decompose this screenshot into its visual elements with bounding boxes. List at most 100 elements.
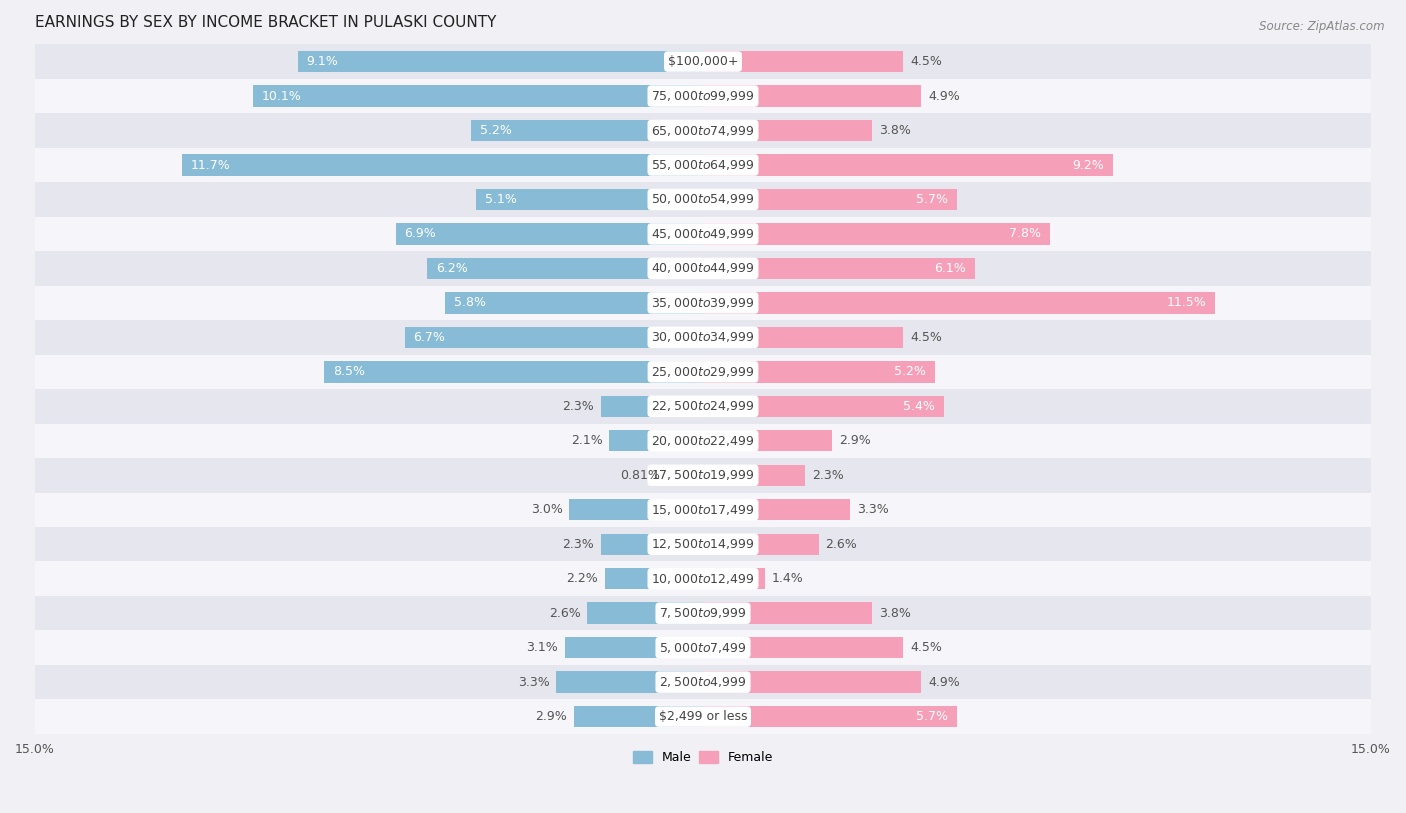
- Bar: [298, 51, 703, 72]
- Text: 8.5%: 8.5%: [333, 365, 366, 378]
- Bar: [405, 327, 703, 348]
- Text: $100,000+: $100,000+: [668, 55, 738, 68]
- Text: Source: ZipAtlas.com: Source: ZipAtlas.com: [1260, 20, 1385, 33]
- Text: 3.3%: 3.3%: [517, 676, 550, 689]
- Bar: [703, 51, 904, 72]
- Text: $40,000 to $44,999: $40,000 to $44,999: [651, 262, 755, 276]
- Bar: [703, 224, 1050, 245]
- Bar: [703, 499, 851, 520]
- Bar: [574, 706, 703, 728]
- Bar: [35, 113, 1371, 148]
- Bar: [703, 258, 974, 279]
- Text: 5.1%: 5.1%: [485, 193, 516, 206]
- Text: 5.8%: 5.8%: [454, 297, 485, 310]
- Text: $2,500 to $4,999: $2,500 to $4,999: [659, 675, 747, 689]
- Bar: [35, 285, 1371, 320]
- Bar: [703, 533, 818, 555]
- Text: 5.2%: 5.2%: [481, 124, 512, 137]
- Text: $65,000 to $74,999: $65,000 to $74,999: [651, 124, 755, 137]
- Text: 5.2%: 5.2%: [894, 365, 925, 378]
- Bar: [703, 637, 904, 659]
- Text: 1.4%: 1.4%: [772, 572, 804, 585]
- Bar: [609, 430, 703, 451]
- Text: 10.1%: 10.1%: [262, 89, 302, 102]
- Text: $15,000 to $17,499: $15,000 to $17,499: [651, 502, 755, 517]
- Bar: [35, 389, 1371, 424]
- Text: 4.5%: 4.5%: [910, 641, 942, 654]
- Bar: [35, 493, 1371, 527]
- Bar: [703, 189, 957, 211]
- Bar: [703, 327, 904, 348]
- Bar: [35, 562, 1371, 596]
- Text: 2.6%: 2.6%: [825, 537, 858, 550]
- Bar: [35, 630, 1371, 665]
- Text: 9.2%: 9.2%: [1073, 159, 1104, 172]
- Bar: [703, 706, 957, 728]
- Bar: [35, 251, 1371, 285]
- Text: $5,000 to $7,499: $5,000 to $7,499: [659, 641, 747, 654]
- Bar: [35, 79, 1371, 113]
- Bar: [181, 154, 703, 176]
- Text: 11.7%: 11.7%: [191, 159, 231, 172]
- Text: 3.0%: 3.0%: [531, 503, 562, 516]
- Bar: [703, 361, 935, 383]
- Bar: [253, 85, 703, 107]
- Bar: [35, 217, 1371, 251]
- Text: 3.8%: 3.8%: [879, 606, 911, 620]
- Bar: [395, 224, 703, 245]
- Text: 4.5%: 4.5%: [910, 331, 942, 344]
- Bar: [35, 182, 1371, 217]
- Text: 3.8%: 3.8%: [879, 124, 911, 137]
- Bar: [35, 424, 1371, 458]
- Text: $45,000 to $49,999: $45,000 to $49,999: [651, 227, 755, 241]
- Bar: [475, 189, 703, 211]
- Text: EARNINGS BY SEX BY INCOME BRACKET IN PULASKI COUNTY: EARNINGS BY SEX BY INCOME BRACKET IN PUL…: [35, 15, 496, 30]
- Text: $30,000 to $34,999: $30,000 to $34,999: [651, 330, 755, 345]
- Bar: [35, 45, 1371, 79]
- Text: 6.2%: 6.2%: [436, 262, 468, 275]
- Bar: [703, 602, 872, 624]
- Text: $7,500 to $9,999: $7,500 to $9,999: [659, 606, 747, 620]
- Bar: [325, 361, 703, 383]
- Text: 2.1%: 2.1%: [571, 434, 603, 447]
- Bar: [471, 120, 703, 141]
- Bar: [555, 672, 703, 693]
- Text: 11.5%: 11.5%: [1167, 297, 1206, 310]
- Bar: [600, 533, 703, 555]
- Text: 2.3%: 2.3%: [562, 400, 593, 413]
- Bar: [703, 85, 921, 107]
- Text: $25,000 to $29,999: $25,000 to $29,999: [651, 365, 755, 379]
- Text: 5.7%: 5.7%: [915, 193, 948, 206]
- Bar: [666, 464, 703, 486]
- Text: $50,000 to $54,999: $50,000 to $54,999: [651, 193, 755, 207]
- Bar: [35, 699, 1371, 734]
- Bar: [35, 596, 1371, 630]
- Text: 0.81%: 0.81%: [620, 469, 661, 482]
- Bar: [703, 464, 806, 486]
- Text: 3.1%: 3.1%: [526, 641, 558, 654]
- Text: 6.9%: 6.9%: [405, 228, 436, 241]
- Text: 2.2%: 2.2%: [567, 572, 599, 585]
- Bar: [35, 148, 1371, 182]
- Text: $55,000 to $64,999: $55,000 to $64,999: [651, 158, 755, 172]
- Bar: [605, 568, 703, 589]
- Bar: [703, 154, 1112, 176]
- Text: $75,000 to $99,999: $75,000 to $99,999: [651, 89, 755, 103]
- Bar: [703, 292, 1215, 314]
- Text: $10,000 to $12,499: $10,000 to $12,499: [651, 572, 755, 585]
- Text: 6.1%: 6.1%: [934, 262, 966, 275]
- Text: 7.8%: 7.8%: [1010, 228, 1042, 241]
- Bar: [703, 568, 765, 589]
- Text: 2.9%: 2.9%: [839, 434, 870, 447]
- Text: 2.3%: 2.3%: [562, 537, 593, 550]
- Text: 3.3%: 3.3%: [856, 503, 889, 516]
- Bar: [444, 292, 703, 314]
- Text: 4.9%: 4.9%: [928, 89, 960, 102]
- Text: 2.9%: 2.9%: [536, 710, 567, 723]
- Text: 4.5%: 4.5%: [910, 55, 942, 68]
- Bar: [427, 258, 703, 279]
- Bar: [35, 354, 1371, 389]
- Bar: [565, 637, 703, 659]
- Text: $22,500 to $24,999: $22,500 to $24,999: [651, 399, 755, 413]
- Bar: [600, 396, 703, 417]
